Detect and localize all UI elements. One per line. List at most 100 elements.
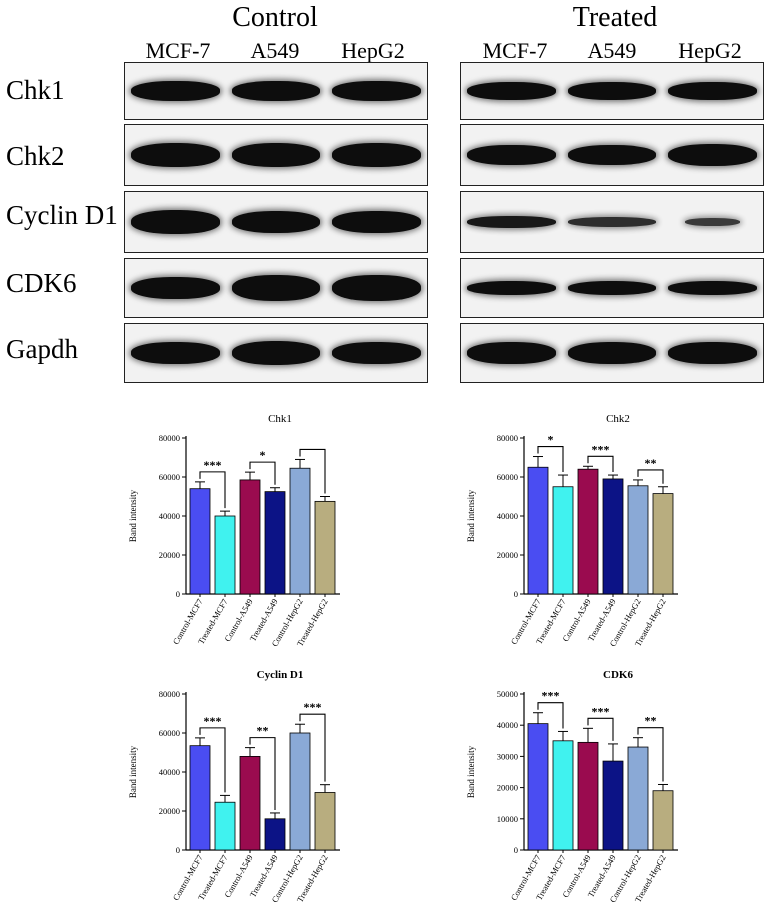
significance-bracket xyxy=(249,461,276,485)
lane-label-treated-a549: A549 xyxy=(587,38,637,63)
blot-panel-chk1-treated xyxy=(460,62,764,120)
significance-bracket xyxy=(587,455,614,473)
protein-label-gapdh: Gapdh xyxy=(6,334,78,364)
blot-band xyxy=(131,81,220,101)
chart-title: Chk2 xyxy=(606,413,630,425)
bar-treated-hepg2 xyxy=(652,790,674,851)
blot-band xyxy=(231,341,321,365)
blot-band xyxy=(467,216,556,228)
blot-panel-cdk6-control xyxy=(124,258,428,318)
y-tick-label: 80000 xyxy=(159,689,180,699)
y-tick-label: 40000 xyxy=(159,767,180,777)
bar-control-a549 xyxy=(239,756,261,851)
blot-band xyxy=(467,82,556,100)
blot-band xyxy=(668,82,757,100)
y-tick-label: 40000 xyxy=(497,720,518,730)
cyclin-d1-bar-chart: Cyclin D1 Band intensity 0 20000 40000 60000 8… xyxy=(128,669,340,904)
significance-bracket xyxy=(637,469,664,484)
significance-bracket xyxy=(299,713,326,782)
protein-label-cdk6: CDK6 xyxy=(6,268,77,298)
significance-label: ** xyxy=(645,714,657,728)
protein-label-chk1: Chk1 xyxy=(6,75,65,105)
significance-label: *** xyxy=(304,700,322,714)
bar-control-mcf7 xyxy=(527,466,549,595)
significance-label: ** xyxy=(645,456,657,470)
blot-band xyxy=(567,82,657,100)
bar-treated-a549 xyxy=(602,760,624,851)
y-tick-label: 0 xyxy=(176,845,180,855)
blot-band xyxy=(332,143,421,167)
significance-bracket xyxy=(199,727,226,793)
blot-band xyxy=(332,211,421,233)
blot-band xyxy=(231,143,321,167)
significance-label: *** xyxy=(204,458,222,472)
chart-title: CDK6 xyxy=(603,669,633,681)
blot-band xyxy=(332,342,421,364)
blot-band xyxy=(332,81,421,101)
y-axis-label: Band intensity xyxy=(466,745,476,798)
bar-control-mcf7 xyxy=(189,488,211,595)
bar-treated-hepg2 xyxy=(314,792,336,851)
y-tick-label: 30000 xyxy=(497,751,518,761)
bar-control-a549 xyxy=(239,479,261,595)
bar-treated-hepg2 xyxy=(314,500,336,595)
y-tick-label: 0 xyxy=(514,589,518,599)
significance-bracket xyxy=(299,448,326,494)
blot-band xyxy=(467,342,556,364)
blot-band xyxy=(567,281,657,295)
bar-treated-a549 xyxy=(264,491,286,595)
y-tick-label: 20000 xyxy=(159,550,180,560)
bar-treated-hepg2 xyxy=(652,493,674,595)
bar-control-hepg2 xyxy=(627,485,649,595)
y-tick-label: 50000 xyxy=(497,689,518,699)
y-tick-label: 60000 xyxy=(159,728,180,738)
treated-group-title: Treated xyxy=(572,2,658,33)
blot-band xyxy=(231,211,321,233)
significance-label: * xyxy=(548,433,554,447)
y-tick-label: 20000 xyxy=(497,550,518,560)
significance-bracket xyxy=(199,471,226,509)
protein-label-chk2: Chk2 xyxy=(6,141,65,171)
y-tick-label: 0 xyxy=(176,589,180,599)
chart-title: Chk1 xyxy=(268,413,292,425)
blot-band xyxy=(231,81,321,101)
blot-band xyxy=(131,143,220,167)
blot-band xyxy=(467,281,556,295)
lane-label-control-hepg2: HepG2 xyxy=(341,38,405,63)
significance-label: *** xyxy=(542,689,560,703)
significance-label: *** xyxy=(592,704,610,718)
significance-label: *** xyxy=(592,442,610,456)
significance-bracket xyxy=(537,702,564,729)
bar-control-hepg2 xyxy=(289,467,311,595)
blot-band xyxy=(668,342,757,364)
lane-label-treated-mcf7: MCF-7 xyxy=(482,38,548,63)
bar-control-a549 xyxy=(577,741,599,851)
significance-bracket xyxy=(249,737,276,810)
bar-control-mcf7 xyxy=(189,745,211,851)
blot-band xyxy=(231,275,321,301)
blot-band xyxy=(131,210,220,234)
y-tick-label: 40000 xyxy=(159,511,180,521)
lane-label-control-mcf7: MCF-7 xyxy=(145,38,211,63)
blot-band xyxy=(668,281,757,295)
y-tick-label: 10000 xyxy=(497,814,518,824)
lane-label-control-a549: A549 xyxy=(250,38,300,63)
y-tick-label: 0 xyxy=(514,845,518,855)
cdk6-bar-chart: CDK6 Band intensity 0 10000 20000 30000 40000 5… xyxy=(466,669,678,904)
blot-band xyxy=(668,144,757,166)
significance-label: *** xyxy=(204,714,222,728)
y-axis-label: Band intensity xyxy=(466,489,476,542)
y-tick-label: 80000 xyxy=(497,433,518,443)
bar-control-mcf7 xyxy=(527,723,549,851)
bar-treated-a549 xyxy=(264,818,286,851)
blot-band xyxy=(567,145,657,165)
bar-control-hepg2 xyxy=(289,732,311,851)
y-tick-label: 40000 xyxy=(497,511,518,521)
blot-band xyxy=(131,342,220,364)
y-axis-label: Band intensity xyxy=(128,489,138,542)
blot-panel-cdk6-treated xyxy=(460,258,764,318)
blot-panel-chk1-control xyxy=(124,62,428,120)
significance-bracket xyxy=(587,717,614,741)
